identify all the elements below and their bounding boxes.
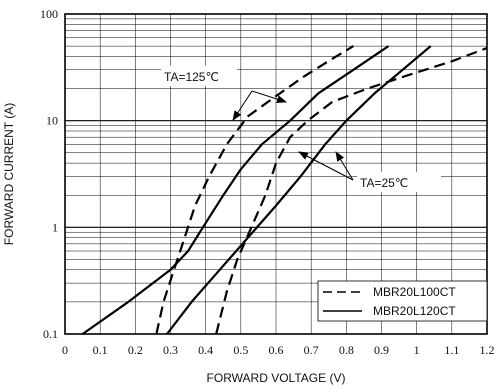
legend: MBR20L100CT MBR20L120CT xyxy=(317,280,488,322)
annotation-125-arrow-solid xyxy=(251,90,287,104)
x-tick-label: 1.2 xyxy=(480,343,495,357)
x-tick-label: 0.2 xyxy=(128,343,143,357)
plot-frame xyxy=(64,13,488,335)
x-tick-label: 0.7 xyxy=(304,343,319,357)
x-tick-label: 0.8 xyxy=(339,343,354,357)
y-tick-label: 0.1 xyxy=(43,327,58,341)
y-tick-label: 10 xyxy=(46,114,58,128)
annotation-25-arrow-solid xyxy=(335,151,354,181)
x-tick-label: 0.4 xyxy=(198,343,213,357)
series-group xyxy=(81,45,488,335)
x-tick-label: 0.9 xyxy=(374,343,389,357)
x-tick-labels: 0 0.1 0.2 0.3 0.4 0.5 0.6 0.7 0.8 0.9 1 1.1 1.2 xyxy=(62,343,495,357)
legend-box xyxy=(317,280,488,322)
annotation-25-arrow-dashed xyxy=(298,151,354,181)
legend-label-mbr20l120ct: MBR20L120CT xyxy=(373,304,456,318)
annotation-25-bg xyxy=(357,172,441,192)
x-tick-label: 0.6 xyxy=(269,343,284,357)
x-tick-label: 1.1 xyxy=(444,343,459,357)
x-tick-label: 0.3 xyxy=(163,343,178,357)
annotation-125-bg xyxy=(161,66,237,86)
y-tick-label: 100 xyxy=(40,7,58,21)
y-axis-title: FORWARD CURRENT (A) xyxy=(2,103,16,245)
x-tick-label: 1 xyxy=(414,343,420,357)
y-tick-label: 1 xyxy=(52,220,58,234)
x-tick-label: 0.5 xyxy=(233,343,248,357)
y-tick-labels: 0.1 1 10 100 xyxy=(40,7,58,341)
legend-label-mbr20l100ct: MBR20L100CT xyxy=(373,285,456,299)
x-tick-label: 0.1 xyxy=(93,343,108,357)
series-line-mbr20l100ct-125c xyxy=(155,45,354,335)
x-tick-label: 0 xyxy=(62,343,68,357)
x-axis-title: FORWARD VOLTAGE (V) xyxy=(207,371,346,385)
series-line-mbr20l100ct-25c xyxy=(215,46,488,335)
annotation-25-label: TA=25℃ xyxy=(360,176,408,190)
series-line-mbr20l120ct-125c xyxy=(81,45,390,335)
series-line-mbr20l120ct-25c xyxy=(166,45,432,335)
annotation-125-label: TA=125℃ xyxy=(164,70,219,84)
annotation-125-arrow-dashed xyxy=(232,90,253,121)
